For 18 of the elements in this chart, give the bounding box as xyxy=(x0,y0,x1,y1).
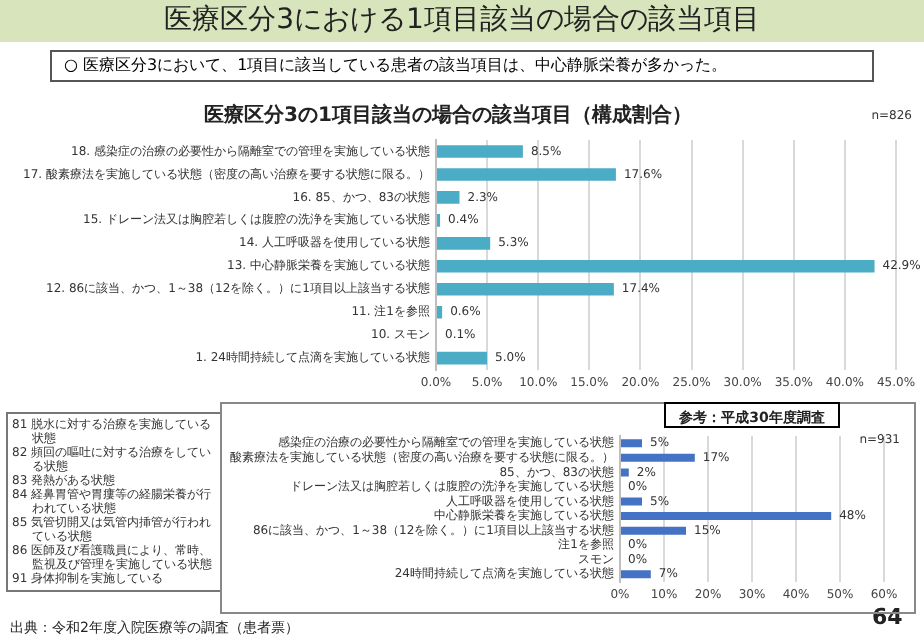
bar xyxy=(621,497,642,506)
bar xyxy=(621,526,686,535)
bar xyxy=(621,453,695,462)
bar xyxy=(437,168,616,181)
bar xyxy=(621,439,642,448)
bar xyxy=(437,145,523,158)
chart-title: 医療区分3の1項目該当の場合の該当項目（構成割合） xyxy=(204,103,692,128)
bar xyxy=(437,259,875,273)
bar xyxy=(437,305,443,319)
bar xyxy=(437,282,614,296)
bar xyxy=(437,191,460,204)
text: 医療区分3における1項目該当の場合の該当項目 xyxy=(0,0,924,42)
bar xyxy=(437,351,488,365)
bar xyxy=(621,512,832,521)
text: ○ 医療区分3において、1項目に該当している患者の該当項目は、中心静脈栄養が多かった。 xyxy=(50,50,874,82)
bar xyxy=(621,468,629,477)
bar xyxy=(621,570,651,579)
bar xyxy=(437,237,491,250)
